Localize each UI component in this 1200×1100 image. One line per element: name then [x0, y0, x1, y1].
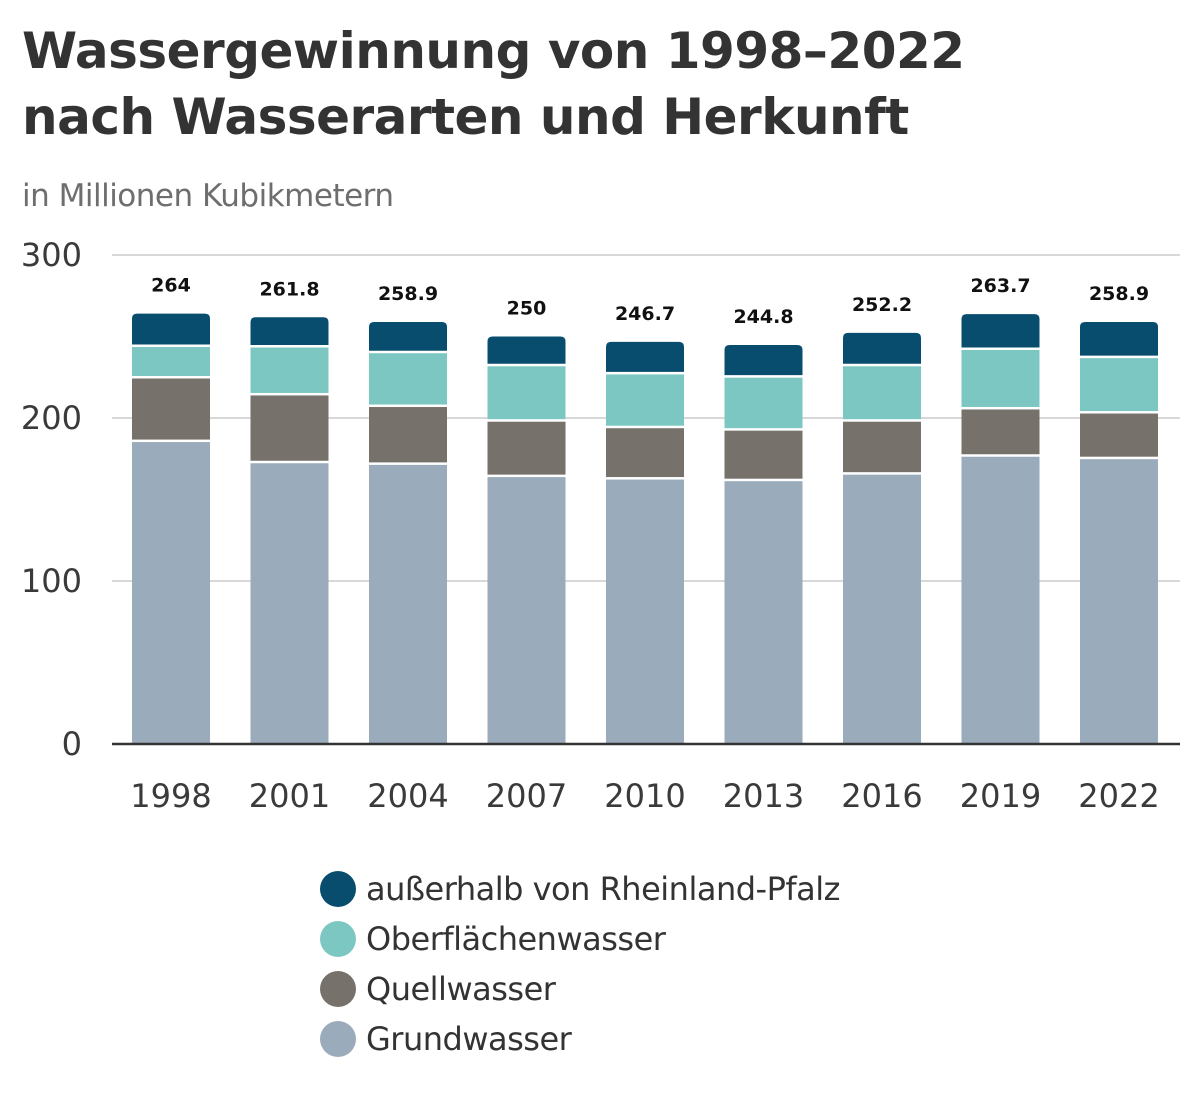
bar-segment-au-erhalb-von-rheinland-pfalz	[843, 332, 921, 364]
bar-segment-au-erhalb-von-rheinland-pfalz	[606, 341, 684, 372]
chart-title: Wassergewinnung von 1998–2022 nach Wasse…	[22, 18, 965, 150]
legend-swatch	[320, 921, 356, 957]
y-tick-label: 0	[62, 725, 82, 763]
bar-stack	[369, 321, 447, 744]
bar-segment-quellwasser	[250, 395, 329, 461]
total-data-label: 263.7	[970, 275, 1030, 297]
bar-segment-grundwasser	[843, 474, 921, 744]
total-data-label: 246.7	[615, 303, 675, 325]
bar-segment-quellwasser	[132, 378, 210, 440]
bars	[132, 313, 1158, 744]
chart-subtitle: in Millionen Kubikmetern	[22, 178, 394, 214]
bar-segment-grundwasser	[1080, 459, 1158, 744]
legend-label: Quellwasser	[366, 970, 556, 1008]
bar-segment-oberfl-chenwasser	[1080, 358, 1158, 412]
bar-segment-oberfl-chenwasser	[369, 353, 447, 405]
bar-segment-quellwasser	[961, 409, 1040, 455]
x-tick-label: 2019	[960, 777, 1041, 815]
total-data-label: 261.8	[259, 278, 319, 300]
bar-segment-oberfl-chenwasser	[961, 349, 1040, 407]
legend-label: Grundwasser	[366, 1020, 572, 1058]
bar-segment-quellwasser	[843, 421, 921, 473]
bar-segment-grundwasser	[250, 463, 329, 744]
total-data-label: 264	[151, 275, 191, 297]
bar-segment-quellwasser	[606, 428, 684, 478]
chart-title-line-2: nach Wasserarten und Herkunft	[22, 88, 909, 146]
bar-segment-quellwasser	[487, 421, 566, 475]
bar-segment-grundwasser	[606, 479, 684, 744]
x-tick-label: 1998	[130, 777, 211, 815]
bar-stack	[606, 341, 684, 744]
x-tick-label: 2001	[249, 777, 330, 815]
bar-segment-au-erhalb-von-rheinland-pfalz	[132, 313, 210, 345]
bar-segment-oberfl-chenwasser	[724, 377, 803, 429]
bar-stack	[1080, 321, 1158, 744]
legend-swatch	[320, 971, 356, 1007]
x-axis-ticks: 1998 2001 2004 2007 2010 2013 2016 2019 2022	[130, 777, 1159, 815]
bar-stack	[724, 344, 803, 744]
bar-segment-oberfl-chenwasser	[487, 366, 566, 420]
legend-label: außerhalb von Rheinland-Pfalz	[366, 870, 840, 908]
bar-segment-grundwasser	[132, 442, 210, 744]
bar-segment-au-erhalb-von-rheinland-pfalz	[369, 321, 447, 351]
bar-segment-au-erhalb-von-rheinland-pfalz	[1080, 321, 1158, 356]
bar-segment-oberfl-chenwasser	[843, 366, 921, 420]
total-data-label: 252.2	[852, 294, 912, 316]
legend-swatch	[320, 1021, 356, 1057]
legend-label: Oberflächenwasser	[366, 920, 666, 958]
y-axis-ticks: 0 100 200 300	[21, 236, 82, 763]
bar-segment-grundwasser	[724, 481, 803, 744]
bar-segment-au-erhalb-von-rheinland-pfalz	[250, 317, 329, 346]
bar-segment-oberfl-chenwasser	[132, 347, 210, 376]
legend-item: außerhalb von Rheinland-Pfalz	[320, 864, 840, 914]
bar-segment-quellwasser	[369, 407, 447, 463]
y-tick-label: 300	[21, 236, 82, 274]
legend-item: Oberflächenwasser	[320, 914, 840, 964]
x-tick-label: 2007	[486, 777, 567, 815]
bar-segment-quellwasser	[1080, 413, 1158, 457]
bar-stack	[487, 336, 566, 744]
bar-segment-grundwasser	[961, 456, 1040, 744]
bar-segment-au-erhalb-von-rheinland-pfalz	[961, 314, 1040, 348]
bar-segment-au-erhalb-von-rheinland-pfalz	[487, 336, 566, 364]
legend-item: Quellwasser	[320, 964, 840, 1014]
bar-segment-grundwasser	[487, 477, 566, 744]
y-tick-label: 100	[21, 562, 82, 600]
legend-swatch	[320, 871, 356, 907]
total-data-label: 244.8	[733, 306, 793, 328]
bar-stack	[132, 313, 210, 744]
total-data-label: 258.9	[1089, 283, 1149, 305]
stacked-bar-chart: 0 100 200 300 264 261.8 258.9 250 246.7 244.8 252…	[21, 236, 1180, 815]
x-tick-label: 2022	[1078, 777, 1159, 815]
bar-segment-oberfl-chenwasser	[250, 347, 329, 393]
bar-segment-quellwasser	[724, 430, 803, 479]
bar-stack	[250, 317, 329, 744]
bar-segment-grundwasser	[369, 464, 447, 744]
y-tick-label: 200	[21, 399, 82, 437]
x-tick-label: 2016	[841, 777, 922, 815]
x-tick-label: 2010	[604, 777, 685, 815]
bar-segment-oberfl-chenwasser	[606, 374, 684, 426]
total-data-label: 258.9	[378, 283, 438, 305]
chart-title-line-1: Wassergewinnung von 1998–2022	[22, 22, 965, 80]
bar-segment-au-erhalb-von-rheinland-pfalz	[724, 344, 803, 376]
total-labels: 264 261.8 258.9 250 246.7 244.8 252.2 263.7 258.…	[151, 275, 1149, 328]
x-tick-label: 2004	[367, 777, 448, 815]
bar-stack	[843, 332, 921, 744]
bar-stack	[961, 314, 1040, 744]
total-data-label: 250	[507, 298, 547, 320]
legend-item: Grundwasser	[320, 1014, 840, 1064]
x-tick-label: 2013	[723, 777, 804, 815]
legend: außerhalb von Rheinland-Pfalz Oberflächen…	[320, 864, 840, 1064]
